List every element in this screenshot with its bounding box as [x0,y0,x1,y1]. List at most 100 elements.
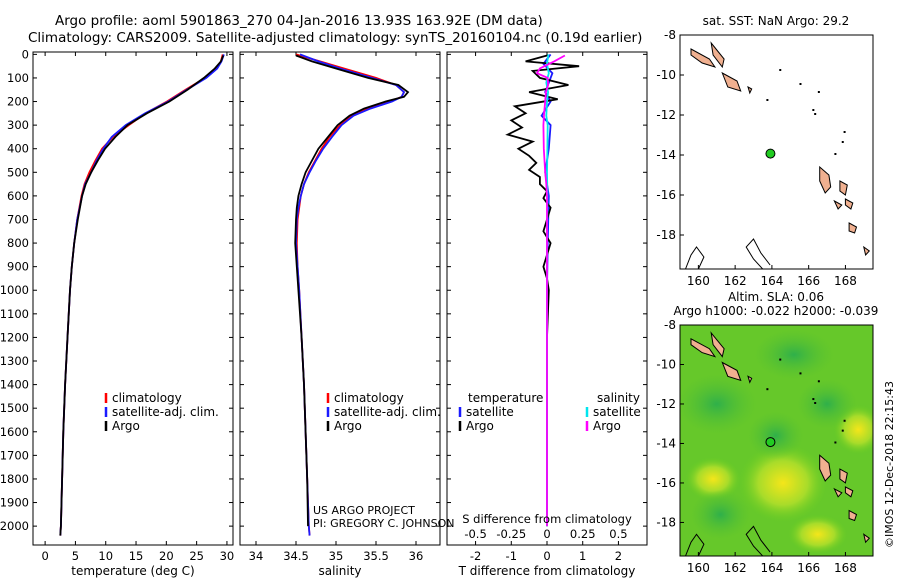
diff-s-xtick-label: 0.5 [609,527,627,541]
map_bottom-islet [799,372,802,375]
credit-pi: PI: GREGORY C. JOHNSON [313,517,455,530]
map_bottom-island [819,454,832,482]
temp-xtick-label: 20 [159,549,174,563]
diff-s-xtick-label: -0.5 [464,527,486,541]
temp-legend-argo-label: Argo [112,419,140,433]
map_top-island [848,222,858,234]
map_top-xtick-label: 166 [797,274,820,288]
map-top-title: sat. SST: NaN Argo: 29.2 [703,14,850,28]
map_top-frame [679,34,874,270]
temp-xlabel: temperature (deg C) [71,564,194,578]
map_top-island [721,71,742,92]
sal-legend-argo-label: Argo [334,419,362,433]
diff-legend-temp-heading: temperature [468,391,543,405]
diff-s-xtick-label: -0.25 [496,527,526,541]
diff-s-xtick-label: 0 [543,527,550,541]
depth-tick-label: 1700 [0,448,29,462]
depth-tick-label: 0 [22,47,29,61]
map_bottom-sla-blob [690,489,751,540]
map_bottom-islet [841,429,844,432]
depth-tick-label: 1100 [0,307,29,321]
title-line-2: Climatology: CARS2009. Satellite-adjuste… [28,30,643,46]
temp-xtick-label: 10 [98,549,113,563]
sal-legend-climatology-label: climatology [334,391,404,405]
map_top-island [747,85,753,95]
temp-xtick-label: 15 [129,549,144,563]
map_top-islet [834,153,837,155]
map_top-islet [812,109,815,111]
map_bottom-sla-blob [685,457,742,501]
map_bottom-islet [843,419,846,422]
credit-project: US ARGO PROJECT [313,504,415,517]
map_bottom-argo-marker [765,437,776,448]
map_top-island [839,180,848,196]
map_bottom-xtick-label: 166 [797,561,820,575]
map_top-island [819,165,832,194]
diff-xtick-label: -2 [470,549,481,563]
diff-legend-t-argo-label: Argo [466,419,494,433]
map_bottom-xtick-label: 168 [834,561,857,575]
map_bottom-coastline [685,533,705,556]
map_bottom-sla-blob [680,373,757,434]
depth-tick-label: 900 [7,260,29,274]
map_top-ytick-label: -18 [656,228,676,242]
map_top-argo-marker [765,148,776,159]
sal-xtick-label: 34.5 [283,549,309,563]
temp-xtick-label: 30 [220,549,235,563]
map_bottom-sla-blob [747,411,804,460]
map_top-island [863,245,871,257]
imos-watermark: ©IMOS 12-Dec-2018 22:15:43 [883,381,896,548]
temp-series-argo [59,55,225,536]
map_bottom-island [710,331,725,358]
diff-s-xtick-label: 0.25 [570,527,596,541]
diff-s-xlabel: S difference from climatology [462,512,632,526]
map_bottom-islet [834,441,837,444]
map_bottom-coastline [745,525,771,556]
map_top-island [844,198,854,210]
depth-tick-label: 1800 [0,472,29,486]
depth-tick-label: 1300 [0,354,29,368]
depth-tick-label: 100 [7,71,29,85]
map_top-coastline [745,238,771,269]
depth-tick-label: 1200 [0,330,29,344]
map_bottom-island [863,533,871,544]
map_bottom-island [844,486,854,498]
map_bottom-xtick-label: 162 [724,561,747,575]
diff-legend-sal-heading: salinity [597,391,640,405]
diff-xtick-label: -1 [506,549,517,563]
sal-xlabel: salinity [318,564,361,578]
diff-legend-s-satellite-label: satellite [593,405,641,419]
depth-tick-label: 600 [7,189,29,203]
diff-xtick-label: 1 [579,549,586,563]
diff-xlabel: T difference from climatology [458,564,636,578]
sal-legend-satellite-label: satellite-adj. clim. [334,405,441,419]
map_bottom-frame [679,324,874,557]
map_top-ytick-label: -10 [656,68,676,82]
temp-xtick-label: 5 [72,549,79,563]
map_top-coastline [685,246,705,269]
depth-tick-label: 1900 [0,496,29,510]
map_bottom-ytick-label: -18 [656,515,676,529]
depth-tick-label: 400 [7,142,29,156]
map_bottom-islet [814,402,817,404]
sal-xtick-label: 34 [249,549,264,563]
diff-xtick-label: 0 [543,549,550,563]
map_bottom-island [848,509,858,522]
map_bottom-islet [779,358,782,361]
map_top-islet [779,69,782,71]
sal-series-argo [294,54,410,527]
map_top-islet [817,91,820,93]
map-bottom-title-2: Argo h1000: -0.022 h2000: -0.039 [674,304,879,318]
map_top-island [833,199,843,210]
depth-tick-label: 700 [7,212,29,226]
map_top-xtick-label: 160 [687,274,710,288]
diff-xtick-label: 2 [615,549,622,563]
title-line-1: Argo profile: aoml 5901863_270 04-Jan-20… [55,13,543,29]
map-bottom-title-1: Altim. SLA: 0.06 [728,290,824,304]
map_bottom-sla-blob [797,378,858,429]
map_top-island [710,41,725,69]
map_bottom-xtick-label: 160 [687,561,710,575]
depth-tick-label: 800 [7,236,29,250]
map_bottom-island [839,468,848,484]
